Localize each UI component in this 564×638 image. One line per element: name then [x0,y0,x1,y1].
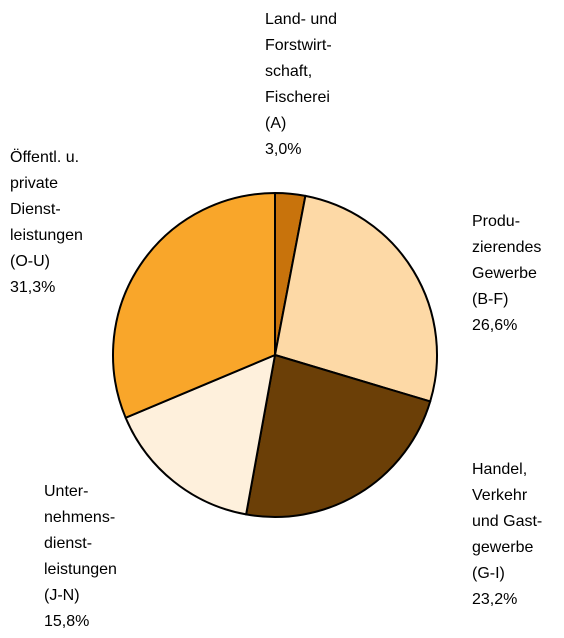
slice-label: Fischerei [265,89,330,106]
pie-slice [274,194,438,403]
slice-label: Unter- [44,483,88,500]
slice-label: schaft, [265,63,312,80]
slice-label: Dienst- [10,201,61,218]
slice-label: Forstwirt- [265,37,332,54]
slice-label: Produ- [472,213,520,230]
slice-label: private [10,175,58,192]
value-label: 31,3% [10,279,55,296]
slice-label: (B-F) [472,291,508,308]
slice-label: und Gast- [472,513,542,530]
slice-label: dienst- [44,535,92,552]
value-label: 3,0% [265,141,301,158]
slice-label: Land- und [265,11,337,28]
slice-label: (G-I) [472,565,505,582]
value-label: 26,6% [472,317,517,334]
pie-slice [112,192,276,419]
pie-slice [124,354,276,516]
slice-label: (A) [265,115,286,132]
value-label: 23,2% [472,591,517,608]
slice-label: Handel, [472,461,527,478]
pie-slice [245,354,432,518]
slice-label: zierendes [472,239,541,256]
value-label: 15,8% [44,613,89,630]
slice-label: Öffentl. u. [10,148,79,166]
slice-label: Verkehr [472,487,528,504]
slice-label: (J-N) [44,587,80,604]
slice-label: leistungen [10,227,83,244]
slice-label: gewerbe [472,539,533,556]
slice-label: leistungen [44,561,117,578]
slice-label: (O-U) [10,253,50,270]
slice-label: nehmens- [44,509,115,526]
slice-label: Gewerbe [472,265,537,282]
